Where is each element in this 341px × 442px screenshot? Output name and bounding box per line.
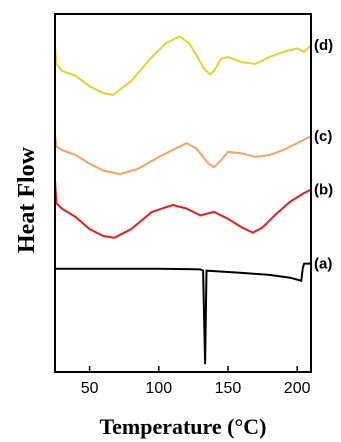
series-line-3 <box>55 262 311 365</box>
series-line-1 <box>54 134 312 176</box>
series-label-1: (c) <box>314 128 332 145</box>
series-line-2 <box>54 179 312 239</box>
x-tick-label-2: 150 <box>215 380 242 397</box>
x-axis-ticks: 50 100 150 200 <box>81 366 311 397</box>
plot-frame <box>54 13 312 373</box>
x-axis-title: Temperature (°C) <box>99 414 266 439</box>
series-label-3: (a) <box>314 256 332 273</box>
series-layer <box>54 35 312 365</box>
y-axis-title: Heat Flow <box>14 146 40 253</box>
series-label-2: (b) <box>314 182 333 199</box>
series-labels: (d) (c) (b) (a) <box>314 37 333 273</box>
x-tick-label-1: 100 <box>145 380 172 397</box>
x-tick-label-3: 200 <box>284 380 311 397</box>
series-line-0 <box>54 35 312 96</box>
x-tick-label-0: 50 <box>81 380 99 397</box>
series-label-0: (d) <box>314 37 333 54</box>
